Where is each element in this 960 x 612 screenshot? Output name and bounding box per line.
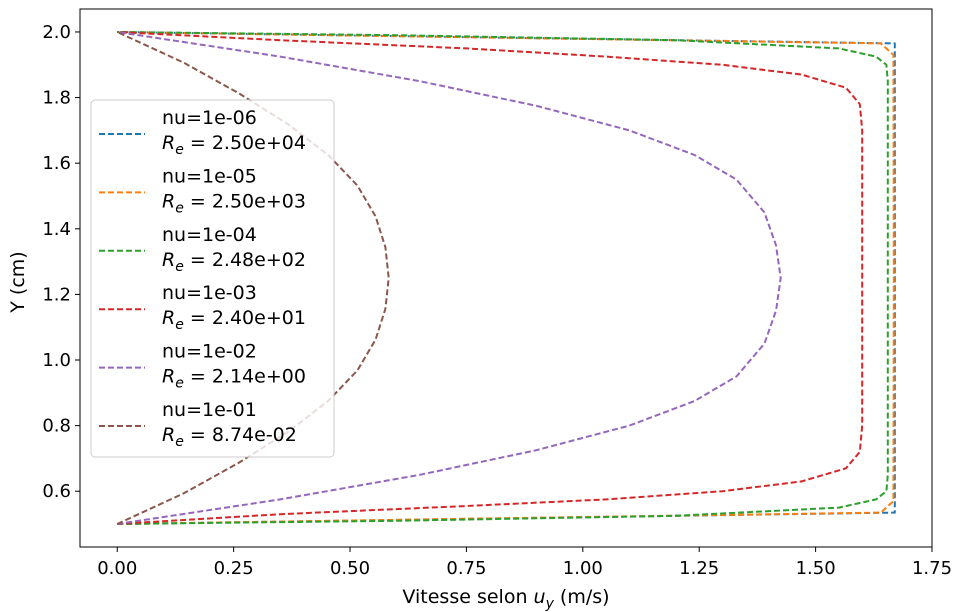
x-axis-label-variable: u bbox=[534, 586, 546, 608]
legend: nu=1e-06 Re = 2.50e+04 nu=1e-05 Re = 2.50e+… bbox=[90, 99, 335, 458]
legend-reynolds: Re = 2.50e+04 bbox=[162, 132, 306, 158]
y-tick-label: 1.2 bbox=[42, 284, 71, 305]
y-axis-label: Y (cm) bbox=[7, 251, 29, 313]
y-tick-label: 1.0 bbox=[42, 350, 71, 371]
legend-reynolds: Re = 2.48e+02 bbox=[162, 249, 306, 275]
y-tick-label: 1.8 bbox=[42, 88, 71, 109]
legend-label: nu=1e-03 bbox=[162, 282, 257, 304]
x-tick-label: 1.00 bbox=[563, 558, 603, 579]
x-axis-label-subscript: y bbox=[545, 596, 555, 612]
y-tick-label: 0.8 bbox=[42, 416, 71, 437]
legend-label: nu=1e-06 bbox=[162, 107, 257, 129]
x-tick-label: 0.25 bbox=[214, 558, 254, 579]
legend-reynolds: Re = 2.50e+03 bbox=[162, 190, 306, 216]
legend-entry: nu=1e-02 Re = 2.14e+00 bbox=[99, 341, 306, 392]
legend-box bbox=[90, 99, 335, 458]
x-axis-label: Vitesse selon uy (m/s) bbox=[402, 586, 609, 612]
legend-label: nu=1e-02 bbox=[162, 341, 257, 363]
x-tick-label: 1.50 bbox=[796, 558, 836, 579]
legend-reynolds: Re = 2.40e+01 bbox=[162, 307, 306, 333]
legend-label: nu=1e-01 bbox=[162, 399, 257, 421]
x-tick-label: 0.75 bbox=[446, 558, 486, 579]
x-axis: 0.00 0.25 0.50 0.75 1.00 1.25 1.50 1.75 bbox=[97, 547, 952, 579]
x-tick-label: 0.50 bbox=[330, 558, 370, 579]
y-tick-label: 0.6 bbox=[42, 481, 71, 502]
y-tick-label: 2.0 bbox=[42, 22, 71, 43]
legend-reynolds: Re = 8.74e-02 bbox=[162, 424, 297, 450]
series-line-5 bbox=[117, 31, 782, 525]
legend-label: nu=1e-04 bbox=[162, 224, 257, 246]
legend-entry: nu=1e-05 Re = 2.50e+03 bbox=[99, 165, 306, 216]
y-tick-label: 1.6 bbox=[42, 153, 71, 174]
legend-entry: nu=1e-04 Re = 2.48e+02 bbox=[99, 224, 306, 275]
series-line-3 bbox=[117, 31, 889, 525]
legend-label: nu=1e-05 bbox=[162, 165, 257, 187]
legend-reynolds: Re = 2.14e+00 bbox=[162, 366, 306, 392]
y-axis: 0.6 0.8 1.0 1.2 1.4 1.6 1.8 2.0 bbox=[42, 22, 80, 502]
plot-frame bbox=[79, 8, 933, 548]
x-tick-label: 1.25 bbox=[679, 558, 719, 579]
series-line-2 bbox=[117, 31, 895, 525]
series-line-4 bbox=[117, 31, 864, 525]
series-layer bbox=[116, 31, 896, 525]
x-tick-label: 0.00 bbox=[97, 558, 137, 579]
legend-entry: nu=1e-01 Re = 8.74e-02 bbox=[99, 399, 297, 450]
x-tick-label: 1.75 bbox=[912, 558, 952, 579]
legend-entry: nu=1e-06 Re = 2.50e+04 bbox=[99, 107, 306, 158]
legend-entry: nu=1e-03 Re = 2.40e+01 bbox=[99, 282, 306, 333]
y-tick-label: 1.4 bbox=[42, 219, 71, 240]
